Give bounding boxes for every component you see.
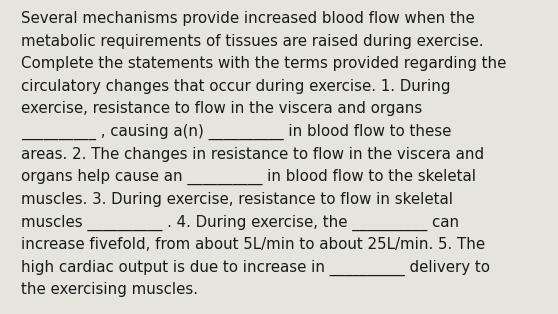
Text: exercise, resistance to flow in the viscera and organs: exercise, resistance to flow in the visc… [21, 101, 422, 116]
Text: __________ , causing a(n) __________ in blood flow to these: __________ , causing a(n) __________ in … [21, 124, 451, 140]
Text: high cardiac output is due to increase in __________ delivery to: high cardiac output is due to increase i… [21, 260, 490, 276]
Text: the exercising muscles.: the exercising muscles. [21, 282, 198, 297]
Text: muscles __________ . 4. During exercise, the __________ can: muscles __________ . 4. During exercise,… [21, 214, 459, 231]
Text: areas. 2. The changes in resistance to flow in the viscera and: areas. 2. The changes in resistance to f… [21, 147, 484, 162]
Text: circulatory changes that occur during exercise. 1. During: circulatory changes that occur during ex… [21, 79, 451, 94]
Text: metabolic requirements of tissues are raised during exercise.: metabolic requirements of tissues are ra… [21, 34, 484, 49]
Text: organs help cause an __________ in blood flow to the skeletal: organs help cause an __________ in blood… [21, 169, 476, 186]
Text: muscles. 3. During exercise, resistance to flow in skeletal: muscles. 3. During exercise, resistance … [21, 192, 453, 207]
Text: increase fivefold, from about 5L/min to about 25L/min. 5. The: increase fivefold, from about 5L/min to … [21, 237, 485, 252]
Text: Several mechanisms provide increased blood flow when the: Several mechanisms provide increased blo… [21, 11, 475, 26]
Text: Complete the statements with the terms provided regarding the: Complete the statements with the terms p… [21, 56, 507, 71]
